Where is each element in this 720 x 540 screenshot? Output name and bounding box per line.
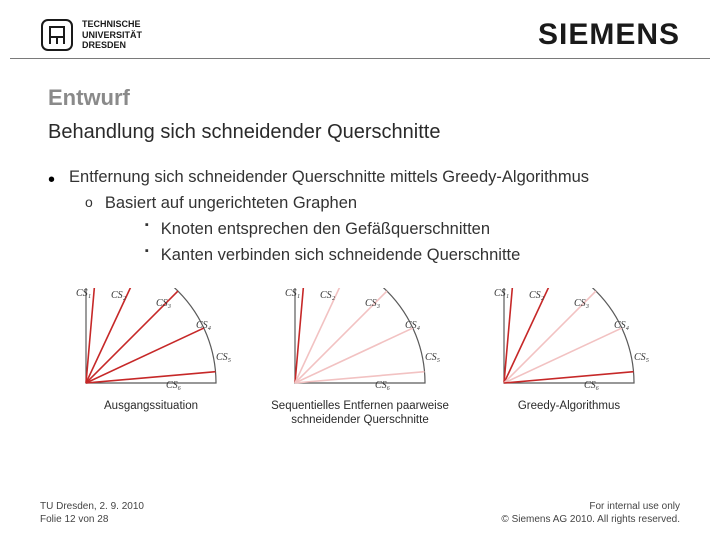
- footer-right: For internal use only © Siemens AG 2010.…: [501, 500, 680, 526]
- svg-text:CS₃: CS₃: [156, 298, 172, 309]
- footer-date: TU Dresden, 2. 9. 2010: [40, 500, 144, 513]
- svg-text:CS₂: CS₂: [111, 290, 127, 301]
- diagram-panel-2: CS₁ CS₂ CS₃ CS₄ CS₅ CS₆ Sequentielles Entfern…: [265, 288, 455, 428]
- svg-text:CS₁: CS₁: [76, 288, 91, 299]
- svg-text:CS₃: CS₃: [365, 298, 381, 309]
- circle-marker-icon: o: [85, 192, 93, 268]
- square-marker-icon: ▪: [145, 218, 149, 242]
- svg-text:CS₁: CS₁: [285, 288, 300, 299]
- svg-text:CS₄: CS₄: [614, 320, 630, 331]
- slide-content: Entwurf Behandlung sich schneidender Que…: [0, 59, 720, 427]
- caption-1: Ausgangssituation: [56, 399, 246, 413]
- siemens-logo: SIEMENS: [538, 18, 680, 52]
- svg-text:CS₅: CS₅: [425, 352, 441, 363]
- slide-subtitle: Behandlung sich schneidender Querschnitt…: [48, 121, 672, 144]
- fan-diagram-2: CS₁ CS₂ CS₃ CS₄ CS₅ CS₆: [275, 288, 445, 393]
- section-title: Entwurf: [48, 85, 672, 111]
- sub-o-text: Basiert auf ungerichteten Graphen: [105, 192, 520, 216]
- diagrams-row: CS₁ CS₂ CS₃ CS₄ CS₅ CS₆ Ausgangssituation CS₁…: [48, 288, 672, 428]
- square-marker-icon: ▪: [145, 244, 149, 268]
- header: TECHNISCHE UNIVERSITÄT DRESDEN SIEMENS: [0, 0, 720, 58]
- tu-dresden-logo: TECHNISCHE UNIVERSITÄT DRESDEN: [40, 18, 142, 52]
- footer-left: TU Dresden, 2. 9. 2010 Folie 12 von 28: [40, 500, 144, 526]
- sub-sq2-text: Kanten verbinden sich schneidende Quersc…: [161, 244, 521, 268]
- fan-diagram-3: CS₁ CS₂ CS₃ CS₄ CS₅ CS₆: [484, 288, 654, 393]
- bullet-sub-sq2: ▪ Kanten verbinden sich schneidende Quer…: [105, 244, 520, 268]
- svg-text:CS₂: CS₂: [320, 290, 336, 301]
- sub-o-body: Basiert auf ungerichteten Graphen ▪ Knot…: [105, 192, 520, 268]
- diagram-panel-1: CS₁ CS₂ CS₃ CS₄ CS₅ CS₆ Ausgangssituation: [56, 288, 246, 428]
- svg-text:CS₆: CS₆: [166, 380, 182, 391]
- tu-line2: UNIVERSITÄT: [82, 30, 142, 40]
- fan-diagram-1: CS₁ CS₂ CS₃ CS₄ CS₅ CS₆: [66, 288, 236, 393]
- caption-3: Greedy-Algorithmus: [474, 399, 664, 413]
- sub-sq1-text: Knoten entsprechen den Gefäßquerschnitte…: [161, 218, 490, 242]
- svg-text:CS₅: CS₅: [634, 352, 650, 363]
- footer: TU Dresden, 2. 9. 2010 Folie 12 von 28 F…: [0, 500, 720, 526]
- bullet-body: Entfernung sich schneidender Querschnitt…: [69, 166, 589, 268]
- bullet-main-text: Entfernung sich schneidender Querschnitt…: [69, 166, 589, 190]
- svg-text:CS₂: CS₂: [529, 290, 545, 301]
- footer-internal: For internal use only: [501, 500, 680, 513]
- footer-copyright: © Siemens AG 2010. All rights reserved.: [501, 513, 680, 526]
- tu-logo-icon: [40, 18, 74, 52]
- bullet-dot-icon: •: [48, 166, 55, 268]
- tu-line1: TECHNISCHE: [82, 19, 142, 29]
- bullet-sub-o: o Basiert auf ungerichteten Graphen ▪ Kn…: [69, 192, 589, 268]
- svg-text:CS₅: CS₅: [216, 352, 232, 363]
- bullet-main: • Entfernung sich schneidender Querschni…: [48, 166, 672, 268]
- svg-text:CS₆: CS₆: [375, 380, 391, 391]
- svg-text:CS₆: CS₆: [584, 380, 600, 391]
- footer-page: Folie 12 von 28: [40, 513, 144, 526]
- svg-text:CS₁: CS₁: [494, 288, 509, 299]
- svg-text:CS₃: CS₃: [574, 298, 590, 309]
- caption-2: Sequentielles Entfernen paarweise schnei…: [265, 399, 455, 428]
- svg-text:CS₄: CS₄: [405, 320, 421, 331]
- bullet-sub-sq1: ▪ Knoten entsprechen den Gefäßquerschnit…: [105, 218, 520, 242]
- tu-logo-text: TECHNISCHE UNIVERSITÄT DRESDEN: [82, 19, 142, 50]
- svg-text:CS₄: CS₄: [196, 320, 212, 331]
- diagram-panel-3: CS₁ CS₂ CS₃ CS₄ CS₅ CS₆ Greedy-Algorithmus: [474, 288, 664, 428]
- tu-line3: DRESDEN: [82, 40, 142, 50]
